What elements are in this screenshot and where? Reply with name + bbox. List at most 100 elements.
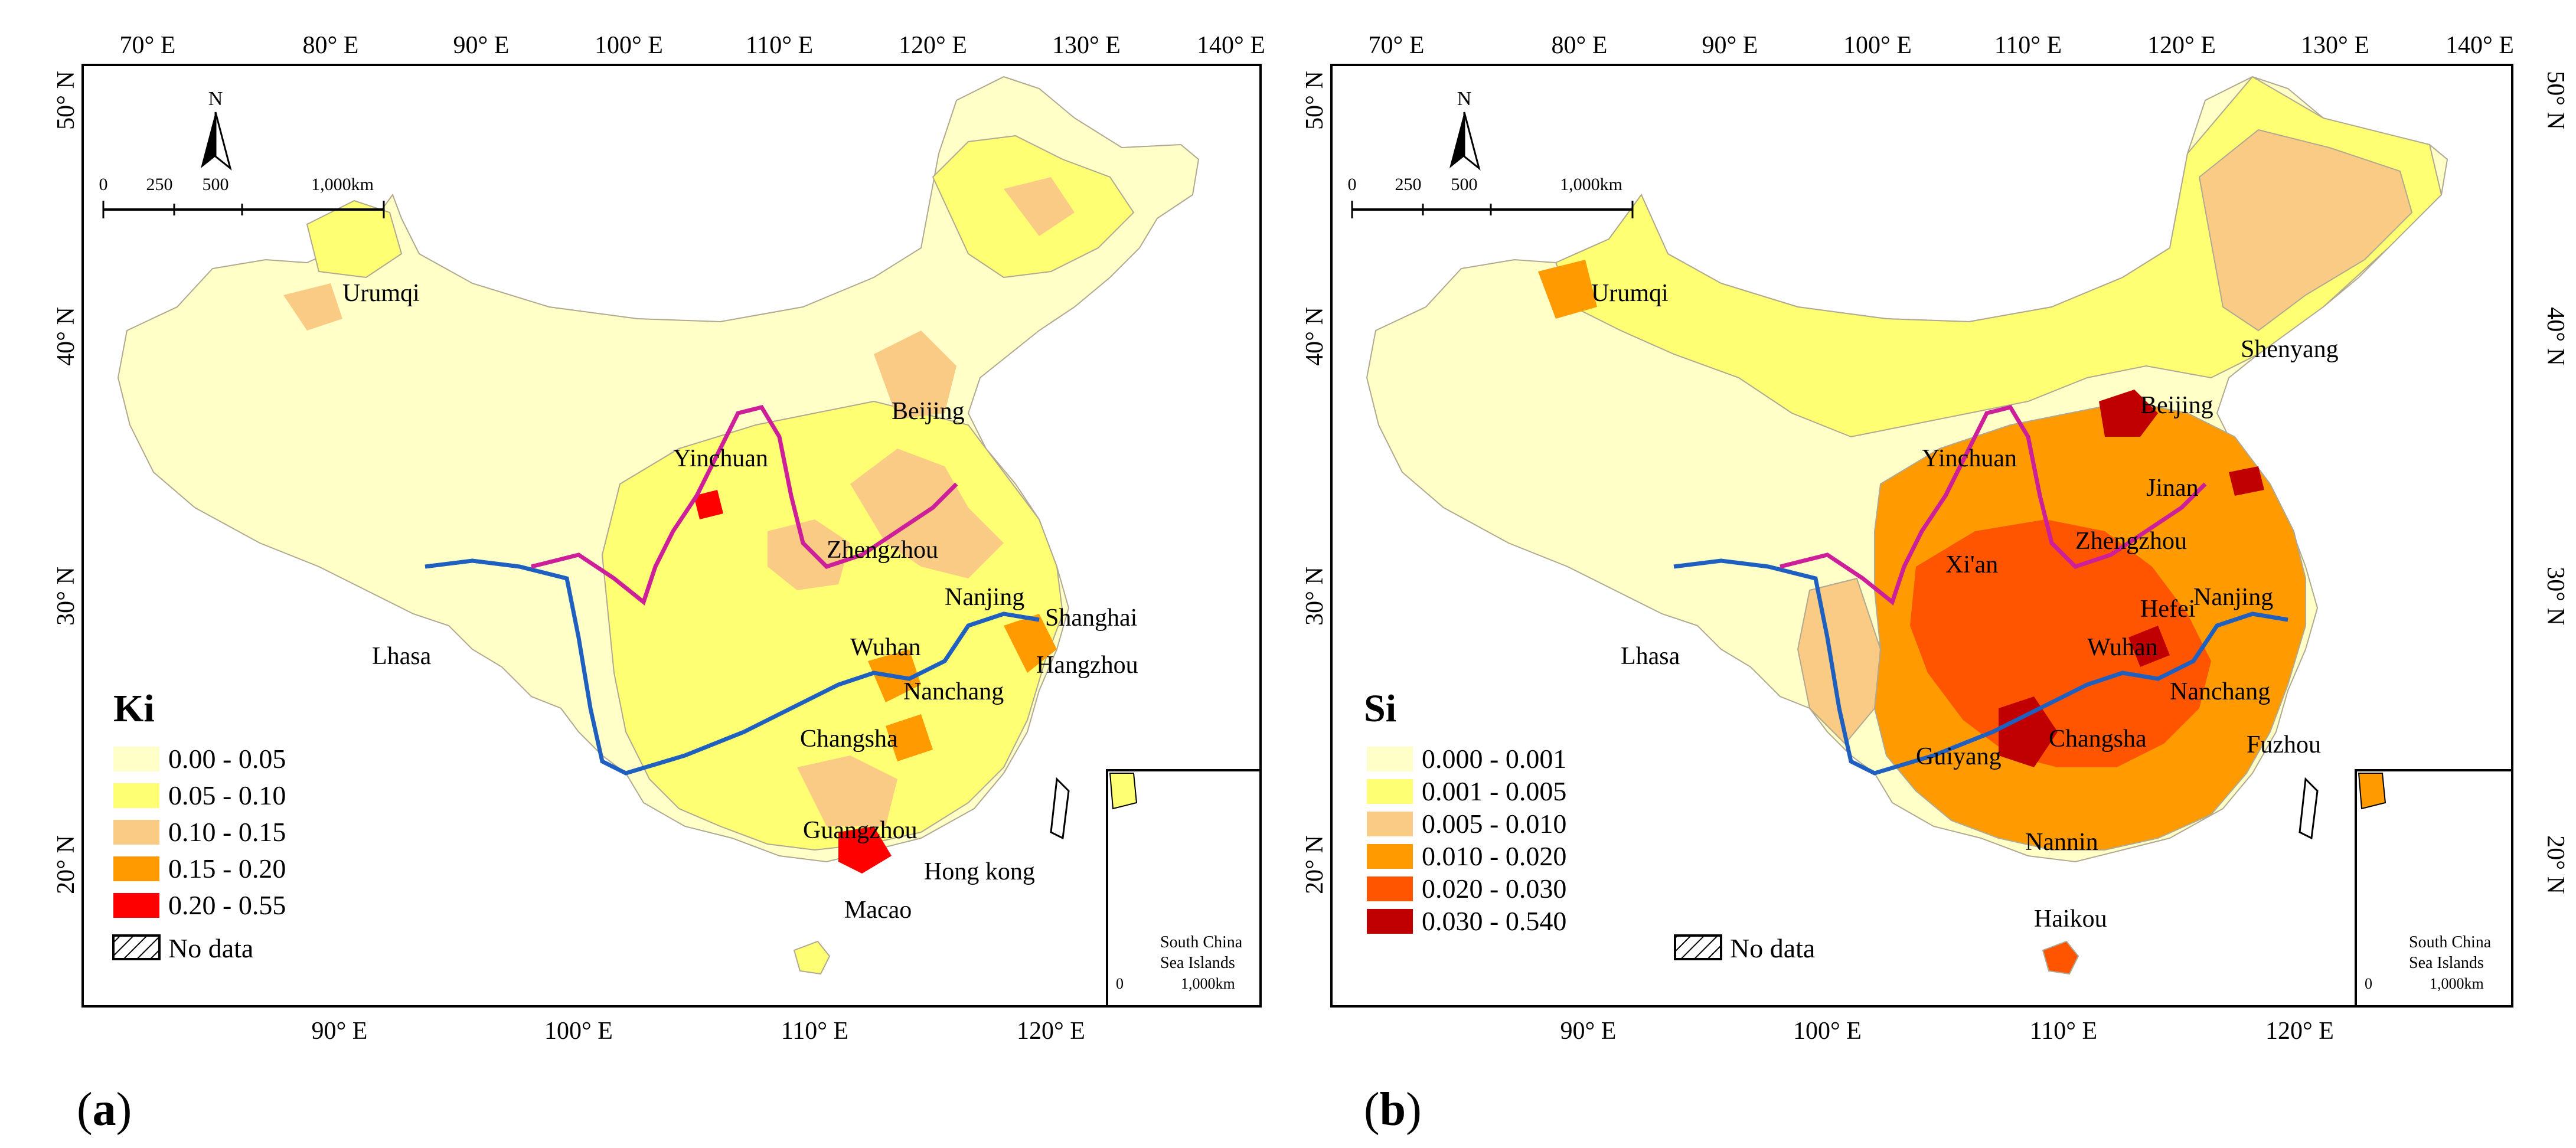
lat-tick: 50° N xyxy=(1301,71,1328,130)
city-label: Haikou xyxy=(2034,905,2107,933)
legend-label: 0.020 - 0.030 xyxy=(1422,874,1566,904)
yellow-river xyxy=(531,404,958,606)
city-label: Nanjing xyxy=(2193,584,2273,611)
legend-swatch xyxy=(1367,876,1413,901)
region-class-6 xyxy=(2128,626,2170,667)
region-class-2 xyxy=(306,199,403,279)
north-arrow-icon: N xyxy=(1449,88,1481,171)
lon-tick: 110° E xyxy=(1994,32,2062,59)
lat-tick: 30° N xyxy=(53,567,80,626)
legend-swatch xyxy=(1367,779,1413,804)
lat-tick-right: 20° N xyxy=(2542,835,2569,894)
scale-label: 250 xyxy=(146,175,173,194)
lat-tick: 50° N xyxy=(53,71,80,130)
legend-title: Si xyxy=(1364,687,1396,730)
inset-scale-zero: 0 xyxy=(1116,975,1124,992)
city-labels: Urumqi Shenyang Beijing Yinchuan Jinan Z… xyxy=(1591,280,2339,933)
panel-b: South China Sea Islands 1,000km 0 70° E … xyxy=(1290,0,2571,1148)
city-label: Nanchang xyxy=(2170,678,2270,705)
region-class-4 xyxy=(1004,614,1057,673)
lon-tick: 90° E xyxy=(312,1018,368,1045)
legend-label: 0.10 - 0.15 xyxy=(168,817,286,847)
legend-label: 0.010 - 0.020 xyxy=(1422,841,1566,871)
scale-label: 500 xyxy=(203,175,229,194)
inset-landmass xyxy=(2358,773,2386,810)
city-label: Hefei xyxy=(2140,596,2195,623)
city-label: Jinan xyxy=(2146,475,2199,502)
legend-swatch xyxy=(113,856,159,881)
city-label: Lhasa xyxy=(372,643,432,670)
legend-label: 0.00 - 0.05 xyxy=(168,744,286,774)
city-label: Zhengzhou xyxy=(2075,528,2187,555)
region-class-5 xyxy=(1910,519,2211,767)
city-label: Nanchang xyxy=(903,678,1004,705)
lat-tick: 40° N xyxy=(53,307,80,366)
city-label: Urumqi xyxy=(342,280,420,307)
city-label: Yinchuan xyxy=(673,445,768,472)
city-label: Wuhan xyxy=(850,634,921,661)
city-label: Changsha xyxy=(800,725,898,753)
scale-label: 1,000km xyxy=(311,175,374,194)
scale-label: 250 xyxy=(1395,175,1422,194)
city-label: Changsha xyxy=(2049,725,2147,753)
lon-tick: 90° E xyxy=(453,32,510,59)
legend-label: 0.15 - 0.20 xyxy=(168,853,286,884)
lon-tick: 70° E xyxy=(120,32,176,59)
north-label: N xyxy=(1457,88,1472,110)
panel-a: South China Sea Islands 1,000km 0 70° E … xyxy=(0,0,1281,1148)
lat-tick: 30° N xyxy=(1301,567,1328,626)
yellow-river xyxy=(1780,404,2207,606)
legend-title: Ki xyxy=(113,687,155,730)
legend-label: 0.005 - 0.010 xyxy=(1422,809,1566,839)
lat-tick: 20° N xyxy=(53,835,80,894)
lat-ticks: 50° N 40° N 30° N 20° N xyxy=(53,71,80,894)
city-label: Nannin xyxy=(2025,829,2098,856)
city-label: Zhengzhou xyxy=(827,537,938,564)
city-label: Macao xyxy=(844,897,912,924)
yangtze-river xyxy=(1673,558,2288,776)
region-class-6 xyxy=(2099,390,2158,437)
scale-label: 1,000km xyxy=(1560,175,1622,194)
inset-title-line2: Sea Islands xyxy=(1160,954,1235,972)
subfigure-label-a: (a) xyxy=(77,1084,132,1136)
region-class-3 xyxy=(283,283,342,331)
lon-tick: 80° E xyxy=(1552,32,1608,59)
lon-tick: 140° E xyxy=(2446,32,2514,59)
region-class-5 xyxy=(838,826,892,874)
region-class-3 xyxy=(1004,177,1075,236)
city-label: Guangzhou xyxy=(803,817,918,844)
north-label: N xyxy=(208,88,223,110)
city-label: Yinchuan xyxy=(1922,445,2017,472)
inset-scale-label: 1,000km xyxy=(2430,975,2484,992)
legend: Ki 0.00 - 0.05 0.05 - 0.10 0.10 - 0.15 0.15… xyxy=(112,687,286,963)
city-label: Shanghai xyxy=(1045,604,1137,632)
legend-label: 0.030 - 0.540 xyxy=(1422,906,1566,936)
lon-tick: 100° E xyxy=(595,32,663,59)
lon-tick: 120° E xyxy=(899,32,967,59)
lon-tick: 110° E xyxy=(2030,1018,2097,1045)
yangtze-river xyxy=(425,558,1040,776)
legend-swatch xyxy=(1367,812,1413,836)
inset-scale-label: 1,000km xyxy=(1181,975,1235,992)
city-label: Lhasa xyxy=(1621,643,1680,670)
city-label: Xi'an xyxy=(1945,551,1998,578)
legend-swatch xyxy=(113,893,159,918)
lon-tick: 140° E xyxy=(1197,32,1265,59)
legend-swatch xyxy=(113,747,159,771)
inset-title-line1: South China xyxy=(1160,933,1243,951)
scale-bar: 0 250 500 1,000km xyxy=(99,175,385,218)
city-label: Wuhan xyxy=(2087,634,2158,661)
lon-tick: 120° E xyxy=(1017,1018,1085,1045)
inset-landmass xyxy=(1109,773,1138,810)
city-label: Hong kong xyxy=(924,858,1035,885)
no-data-swatch xyxy=(112,934,161,960)
lon-tick: 110° E xyxy=(781,1018,848,1045)
lat-tick: 40° N xyxy=(1301,307,1328,366)
scale-label: 0 xyxy=(99,175,108,194)
city-label: Urumqi xyxy=(1591,280,1669,307)
top-lon-ticks: 70° E 80° E 90° E 100° E 110° E 120° E 1… xyxy=(120,32,1265,59)
north-arrow-icon: N xyxy=(201,88,232,171)
hainan-island xyxy=(2042,940,2079,975)
city-label: Hangzhou xyxy=(1036,652,1138,679)
legend-swatch xyxy=(1367,747,1413,771)
